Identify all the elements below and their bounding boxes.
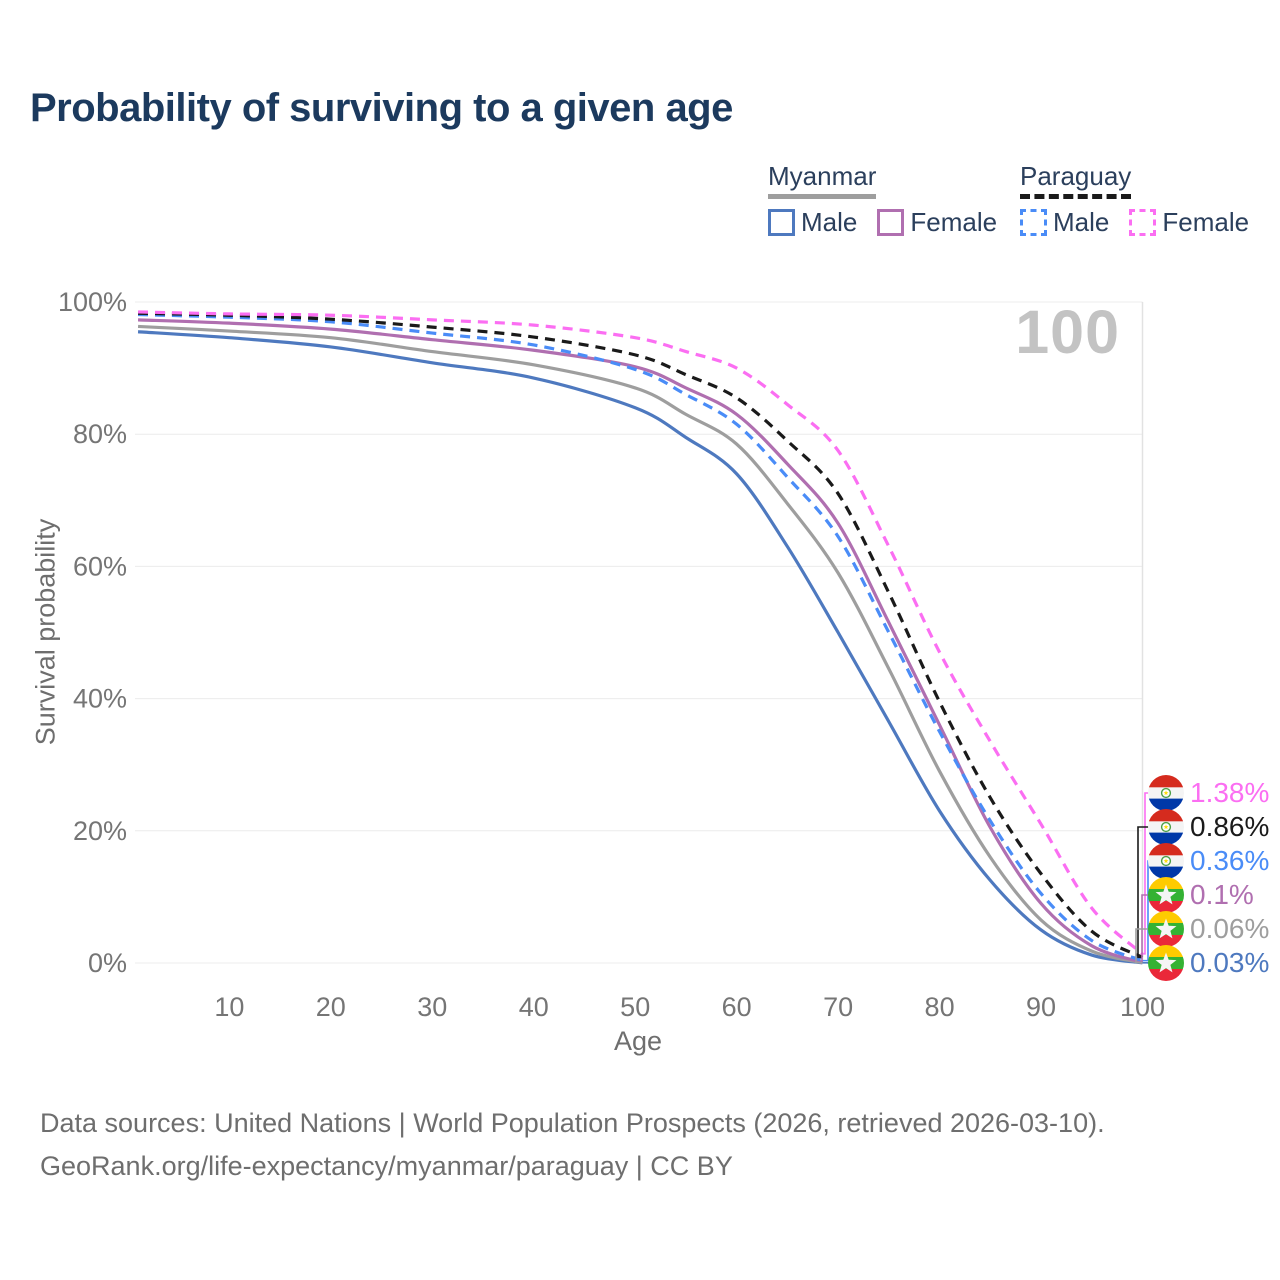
end-label-value: 1.38% bbox=[1190, 777, 1270, 808]
series-paraguay-male[interactable] bbox=[137, 312, 1144, 963]
leader-line bbox=[1135, 928, 1149, 964]
legend-item-label: Male bbox=[1053, 207, 1110, 237]
legend-item-label: Female bbox=[910, 207, 998, 237]
legend-group-myanmar: Myanmar Male Female bbox=[768, 161, 997, 238]
paraguay-flag-icon bbox=[1148, 843, 1184, 879]
end-label-paraguay-total: 0.86% bbox=[1148, 810, 1269, 844]
end-label-myanmar-female: 0.1% bbox=[1148, 878, 1269, 912]
legend-header-myanmar[interactable]: Myanmar bbox=[768, 161, 877, 199]
y-tick-label: 20% bbox=[73, 816, 127, 846]
x-tick-label: 40 bbox=[519, 992, 549, 1022]
attribution-line: GeoRank.org/life-expectancy/myanmar/para… bbox=[40, 1151, 733, 1181]
paraguay-flag-icon bbox=[1148, 775, 1184, 811]
series-myanmar-total[interactable] bbox=[137, 324, 1143, 965]
myanmar-female-swatch-icon bbox=[877, 209, 905, 236]
end-label-paraguay-female: 1.38% bbox=[1148, 776, 1269, 810]
series-paraguay-female[interactable] bbox=[138, 310, 1144, 956]
paraguay-flag-icon bbox=[1148, 809, 1184, 845]
end-label-paraguay-male: 0.36% bbox=[1148, 844, 1269, 878]
x-tick-label: 50 bbox=[620, 992, 650, 1022]
end-value-labels: 1.38% 0.86% 0.36% 0.1% 0.06% 0.03% bbox=[1148, 776, 1269, 980]
legend-item-label: Female bbox=[1162, 207, 1250, 237]
y-tick-label: 0% bbox=[88, 948, 127, 978]
leader-line bbox=[1137, 826, 1149, 959]
x-tick-label: 10 bbox=[214, 992, 244, 1022]
paraguay-female-swatch-icon bbox=[1129, 209, 1157, 236]
y-tick-label: 60% bbox=[73, 551, 127, 581]
data-source-line: Data sources: United Nations | World Pop… bbox=[40, 1108, 1105, 1138]
myanmar-flag-icon bbox=[1148, 877, 1184, 913]
end-label-value: 0.86% bbox=[1190, 811, 1270, 842]
x-tick-label: 20 bbox=[316, 992, 346, 1022]
hover-age-watermark: 100 bbox=[1015, 298, 1120, 366]
legend-item-myanmar-female[interactable]: Female bbox=[877, 207, 997, 238]
legend-item-myanmar-male[interactable]: Male bbox=[768, 207, 857, 238]
x-tick-label: 70 bbox=[823, 992, 853, 1022]
legend-item-paraguay-male[interactable]: Male bbox=[1020, 207, 1109, 238]
x-axis-title: Age bbox=[613, 1026, 663, 1056]
myanmar-male-swatch-icon bbox=[768, 209, 795, 236]
legend-item-paraguay-female[interactable]: Female bbox=[1129, 207, 1249, 238]
legend-items-paraguay: Male Female bbox=[1020, 207, 1249, 238]
x-tick-label: 100 bbox=[1120, 992, 1165, 1022]
legend-items-myanmar: Male Female bbox=[768, 207, 997, 238]
x-tick-label: 80 bbox=[925, 992, 955, 1022]
series-paraguay-total[interactable] bbox=[138, 311, 1144, 959]
myanmar-flag-icon bbox=[1148, 911, 1184, 947]
legend-header-paraguay[interactable]: Paraguay bbox=[1020, 161, 1132, 199]
y-tick-label: 40% bbox=[73, 684, 127, 714]
leader-line bbox=[1142, 792, 1149, 955]
paraguay-male-swatch-icon bbox=[1020, 209, 1047, 236]
x-tick-label: 90 bbox=[1026, 992, 1056, 1022]
end-label-myanmar-total: 0.06% bbox=[1148, 912, 1269, 946]
footer: Data sources: United Nations | World Pop… bbox=[40, 1102, 1105, 1188]
series-myanmar-male[interactable] bbox=[137, 330, 1143, 965]
series-myanmar-female[interactable] bbox=[137, 318, 1143, 964]
legend-group-paraguay: Paraguay Male Female bbox=[1020, 161, 1249, 238]
y-axis-title: Survival probability bbox=[30, 518, 61, 746]
y-tick-label: 100% bbox=[58, 287, 127, 317]
legend-item-label: Male bbox=[801, 207, 858, 237]
end-label-value: 0.06% bbox=[1190, 913, 1270, 944]
y-tick-label: 80% bbox=[73, 419, 127, 449]
end-label-value: 0.36% bbox=[1190, 845, 1270, 876]
myanmar-flag-icon bbox=[1148, 945, 1184, 981]
page-title: Probability of surviving to a given age bbox=[30, 86, 733, 130]
end-label-myanmar-male: 0.03% bbox=[1148, 946, 1269, 980]
x-tick-label: 60 bbox=[722, 992, 752, 1022]
end-label-value: 0.03% bbox=[1190, 947, 1270, 978]
end-label-value: 0.1% bbox=[1190, 879, 1254, 910]
x-tick-label: 30 bbox=[417, 992, 447, 1022]
